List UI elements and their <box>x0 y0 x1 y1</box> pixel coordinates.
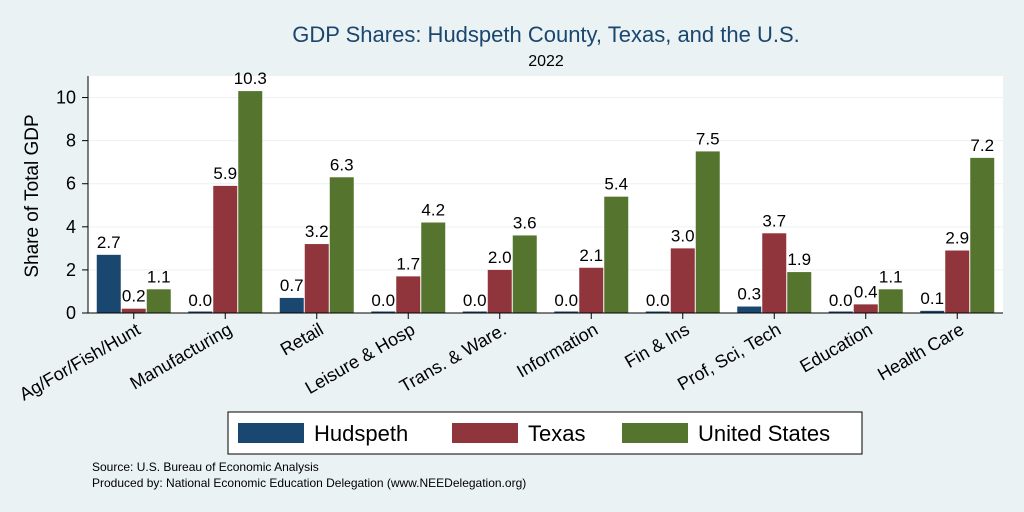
legend-swatch <box>238 423 304 443</box>
legend-label: Hudspeth <box>314 421 408 446</box>
bar-texas <box>670 248 695 313</box>
bar-value-label: 7.2 <box>970 136 994 155</box>
bar-value-label: 0.0 <box>463 291 487 310</box>
bar-value-label: 2.7 <box>97 233 121 252</box>
y-tick-label: 4 <box>66 217 76 237</box>
bar-value-label: 10.3 <box>234 69 267 88</box>
bar-texas <box>396 276 421 313</box>
bar-united-states <box>238 91 263 313</box>
bar-hudspeth <box>645 311 670 313</box>
bar-texas <box>121 308 146 313</box>
bar-hudspeth <box>554 311 579 313</box>
y-axis-label: Share of Total GDP <box>22 114 43 277</box>
chart-title: GDP Shares: Hudspeth County, Texas, and … <box>292 22 800 47</box>
bar-value-label: 0.0 <box>646 291 670 310</box>
bar-united-states <box>329 177 354 313</box>
source-note: Source: U.S. Bureau of Economic Analysis <box>92 460 319 474</box>
bar-hudspeth <box>188 311 213 313</box>
bar-united-states <box>695 151 720 313</box>
bar-hudspeth <box>371 311 396 313</box>
bar-value-label: 3.0 <box>671 226 695 245</box>
bar-texas <box>579 267 604 313</box>
bar-united-states <box>787 272 812 313</box>
bar-value-label: 7.5 <box>696 129 720 148</box>
legend-label: Texas <box>528 421 585 446</box>
bar-texas <box>853 304 878 313</box>
bar-texas <box>213 185 238 313</box>
y-tick-label: 8 <box>66 131 76 151</box>
bar-value-label: 5.4 <box>604 175 628 194</box>
bar-united-states <box>878 289 903 313</box>
bar-texas <box>945 250 970 313</box>
y-tick-label: 6 <box>66 174 76 194</box>
bar-united-states <box>512 235 537 313</box>
bar-value-label: 0.7 <box>280 276 304 295</box>
bar-value-label: 6.3 <box>330 155 354 174</box>
bar-value-label: 0.4 <box>854 282 878 301</box>
bar-value-label: 0.3 <box>737 285 761 304</box>
bar-value-label: 0.0 <box>554 291 578 310</box>
bar-united-states <box>421 222 446 313</box>
chart-subtitle: 2022 <box>528 53 564 70</box>
bar-hudspeth <box>828 311 853 313</box>
bar-value-label: 3.7 <box>762 211 786 230</box>
bar-hudspeth <box>462 311 487 313</box>
bar-hudspeth <box>920 310 945 313</box>
bar-value-label: 1.1 <box>147 267 171 286</box>
legend: Hudspeth Texas United States <box>227 411 863 455</box>
bar-value-label: 3.6 <box>513 213 537 232</box>
bar-value-label: 0.1 <box>920 289 944 308</box>
bar-united-states <box>604 196 629 313</box>
bar-value-label: 3.2 <box>305 222 329 241</box>
bar-united-states <box>970 157 995 313</box>
bar-value-label: 1.1 <box>879 267 903 286</box>
bar-value-label: 2.0 <box>488 248 512 267</box>
bar-hudspeth <box>96 254 121 313</box>
y-tick-label: 2 <box>66 260 76 280</box>
bar-value-label: 4.2 <box>421 201 445 220</box>
bar-value-label: 1.9 <box>787 250 811 269</box>
bar-value-label: 0.0 <box>188 291 212 310</box>
bar-hudspeth <box>279 297 304 313</box>
legend-swatch <box>452 423 518 443</box>
legend-swatch <box>622 423 688 443</box>
produced-note: Produced by: National Economic Education… <box>92 476 526 490</box>
bar-texas <box>762 233 787 313</box>
bars: 2.70.21.10.05.910.30.73.26.30.01.74.20.0… <box>96 69 995 313</box>
bar-texas <box>304 244 329 313</box>
y-tick-label: 0 <box>66 303 76 323</box>
bar-value-label: 2.1 <box>579 246 603 265</box>
bar-texas <box>487 269 512 313</box>
bar-value-label: 5.9 <box>213 164 237 183</box>
bar-value-label: 1.7 <box>396 254 420 273</box>
y-tick-label: 10 <box>56 88 76 108</box>
bar-united-states <box>146 289 171 313</box>
bar-value-label: 0.2 <box>122 287 146 306</box>
bar-value-label: 0.0 <box>371 291 395 310</box>
bar-hudspeth <box>737 306 762 313</box>
bar-value-label: 2.9 <box>945 229 969 248</box>
legend-label: United States <box>698 421 830 446</box>
bar-value-label: 0.0 <box>829 291 853 310</box>
